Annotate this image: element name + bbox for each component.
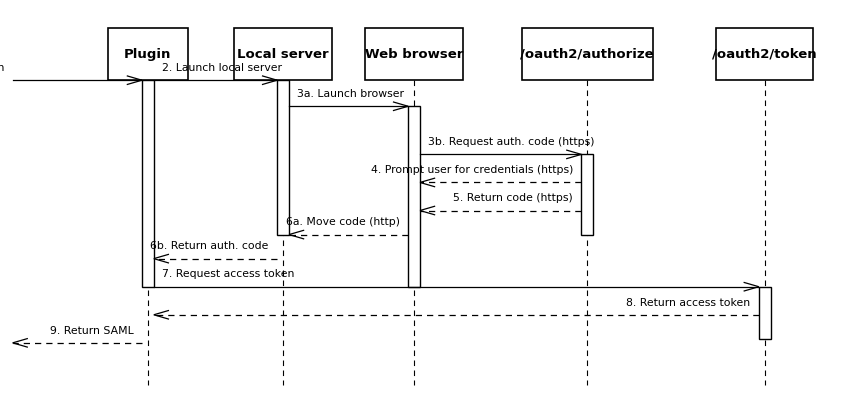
Text: /oauth2/authorize: /oauth2/authorize <box>520 48 653 61</box>
Bar <box>235 28 331 80</box>
Bar <box>581 154 592 235</box>
Text: 3b. Request auth. code (https): 3b. Request auth. code (https) <box>428 137 594 147</box>
Text: /oauth2/token: /oauth2/token <box>711 48 816 61</box>
Bar <box>365 28 463 80</box>
Text: 2. Launch local server: 2. Launch local server <box>162 63 282 73</box>
Text: 4. Prompt user for credentials (https): 4. Prompt user for credentials (https) <box>371 165 572 175</box>
Text: 3a. Launch browser: 3a. Launch browser <box>297 89 404 99</box>
Text: Plugin: Plugin <box>124 48 171 61</box>
Text: 7. Request access token: 7. Request access token <box>162 269 295 279</box>
Bar <box>108 28 188 80</box>
Text: 5. Return code (https): 5. Return code (https) <box>452 193 572 203</box>
Bar <box>758 287 770 339</box>
Bar <box>408 106 419 287</box>
Bar <box>142 80 154 287</box>
Bar <box>522 28 652 80</box>
Text: Local server: Local server <box>237 48 328 61</box>
Text: 9. Return SAML: 9. Return SAML <box>50 326 133 336</box>
Text: 6a. Move code (http): 6a. Move code (http) <box>285 217 399 227</box>
Text: Web browser: Web browser <box>365 48 463 61</box>
Bar <box>716 28 812 80</box>
Text: 6b. Return auth. code: 6b. Return auth. code <box>150 241 268 251</box>
Bar <box>277 80 289 235</box>
Text: 8. Return access token: 8. Return access token <box>625 298 749 308</box>
Text: 1. User tries to log in: 1. User tries to log in <box>0 63 4 73</box>
